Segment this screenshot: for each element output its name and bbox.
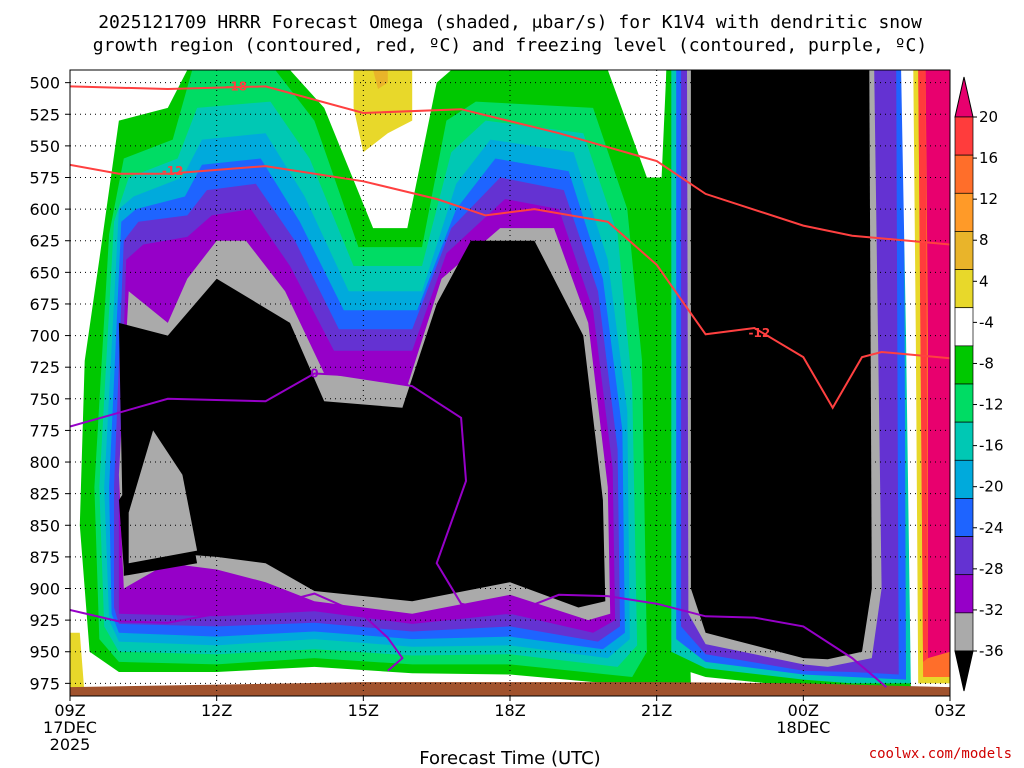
y-tick-label: 900 <box>29 580 60 599</box>
colorbar-bottom-arrow <box>954 650 974 692</box>
y-tick-label: 975 <box>29 674 60 693</box>
y-tick-label: 550 <box>29 137 60 156</box>
contour-label: -18 <box>225 79 247 93</box>
omega2-black <box>690 70 872 660</box>
contour-label-text: -12 <box>162 164 184 178</box>
colorbar-box <box>954 307 974 347</box>
omega-core-black <box>118 240 606 608</box>
colorbar-box <box>954 231 974 270</box>
colorbar-box <box>954 459 974 499</box>
colorbar-tick-label: 20 <box>979 108 998 126</box>
contour-label: 0 <box>310 367 318 381</box>
colorbar-box <box>954 192 974 232</box>
y-axis: 500 525 550 575 600 625 650 675 700 725 750 775 800 8… <box>29 74 70 693</box>
y-tick-label: 500 <box>29 74 60 93</box>
colorbar-box <box>954 269 974 309</box>
omega-pos-lowlevel <box>70 632 85 696</box>
contour-line-3 <box>70 592 404 672</box>
y-tick-label: 775 <box>29 421 60 440</box>
contour-label-text: -12 <box>748 326 770 340</box>
chart-title-line1: 2025121709 HRRR Forecast Omega (shaded, … <box>98 12 922 33</box>
x-tick-label: 17DEC <box>43 718 97 737</box>
x-tick-label: 00Z <box>788 701 819 720</box>
y-tick-label: 600 <box>29 200 60 219</box>
credit-text: coolwx.com/models <box>869 746 1012 762</box>
colorbar-tick-label: 16 <box>979 149 998 167</box>
colorbar-tick-label: -4 <box>979 313 994 331</box>
y-tick-label: 925 <box>29 611 60 630</box>
x-tick-label: 21Z <box>641 701 672 720</box>
colorbar-box <box>954 116 974 156</box>
y-tick-label: 700 <box>29 327 60 346</box>
x-tick-label: 09Z <box>54 701 85 720</box>
omega-pos-pocket-gold <box>373 70 388 89</box>
omega-pos-magenta <box>925 70 950 659</box>
contour-label-text: 0 <box>310 367 318 381</box>
contour-label-text: -18 <box>225 79 247 93</box>
x-axis-title: Forecast Time (UTC) <box>419 748 600 768</box>
colorbar-tick-label: 8 <box>979 231 989 249</box>
colorbar-box <box>954 612 974 652</box>
x-tick-label: 2025 <box>50 735 91 754</box>
ground-surface <box>70 682 950 696</box>
colorbar: 20 16 12 8 4 -4 -8 -12 -16 -20 -24 -28 -32 -36 <box>954 76 1004 692</box>
plot-area: -18 -12 -12 0 <box>70 70 950 696</box>
contour-line-1 <box>70 163 950 410</box>
colorbar-tick-label: -16 <box>979 437 1004 455</box>
y-tick-label: 725 <box>29 358 60 377</box>
colorbar-top-arrow <box>954 76 974 118</box>
colorbar-tick-label: 4 <box>979 272 989 290</box>
colorbar-box <box>954 498 974 537</box>
x-tick-label: 18Z <box>494 701 525 720</box>
x-tick-label: 18DEC <box>776 718 830 737</box>
colorbar-tick-label: -24 <box>979 519 1004 537</box>
contour-line-0 <box>70 85 950 246</box>
colorbar-tick-label: -20 <box>979 478 1004 496</box>
y-tick-label: 825 <box>29 485 60 504</box>
colorbar-tick-label: -8 <box>979 354 994 372</box>
contour-line-2 <box>70 372 888 688</box>
y-tick-label: 850 <box>29 516 60 535</box>
x-tick-label: 03Z <box>934 701 965 720</box>
colorbar-box <box>954 421 974 461</box>
x-tick-label: 15Z <box>348 701 379 720</box>
colorbar-box <box>954 383 974 423</box>
colorbar-tick-label: -36 <box>979 642 1004 660</box>
colorbar-box <box>954 536 974 576</box>
y-tick-label: 875 <box>29 548 60 567</box>
y-tick-label: 525 <box>29 105 60 124</box>
colorbar-box <box>954 345 974 385</box>
y-tick-label: 675 <box>29 295 60 314</box>
x-tick-label: 12Z <box>201 701 232 720</box>
colorbar-tick-label: -32 <box>979 601 1004 619</box>
y-tick-label: 650 <box>29 263 60 282</box>
colorbar-tick-label: -12 <box>979 396 1004 414</box>
omega-pos-red <box>918 70 928 662</box>
y-tick-label: 750 <box>29 390 60 409</box>
colorbar-tick-label: 12 <box>979 190 998 208</box>
y-tick-label: 800 <box>29 453 60 472</box>
grid-lines <box>70 70 950 696</box>
chart-title-line2: growth region (contoured, red, ºC) and f… <box>93 35 927 56</box>
omega-inner-gray <box>128 430 198 564</box>
colorbar-box <box>954 154 974 194</box>
contour-label: -12 <box>162 164 184 178</box>
colorbar-tick-label: -28 <box>979 560 1004 578</box>
y-tick-label: 625 <box>29 232 60 251</box>
omega-pos-pocket-yellow <box>353 70 413 153</box>
colorbar-box <box>954 574 974 614</box>
y-tick-label: 575 <box>29 168 60 187</box>
y-tick-label: 950 <box>29 643 60 662</box>
contour-label: -12 <box>748 326 770 340</box>
